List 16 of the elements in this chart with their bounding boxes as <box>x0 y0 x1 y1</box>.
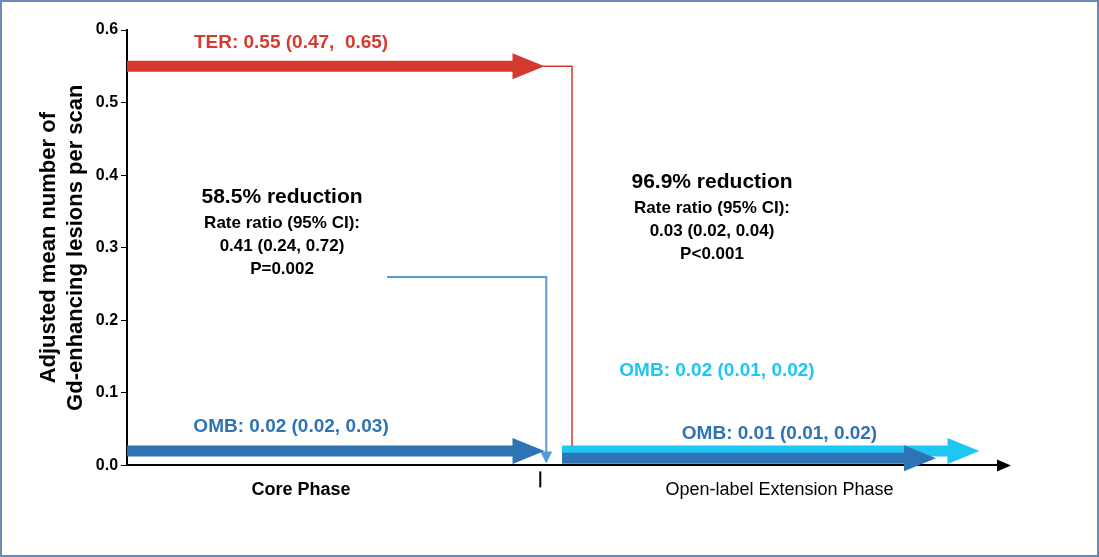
annotation: 58.5% reduction Rate ratio (95% CI): 0.41 (0.24, 0.72) P=0.002 <box>201 183 363 278</box>
y-tick-label: 0.3 <box>95 238 119 256</box>
annotation: 96.9% reduction Rate ratio (95% CI): 0.03 (0.02, 0.04) P<0.001 <box>631 169 793 264</box>
annotation: OMB: 0.01 (0.01, 0.02) <box>681 422 878 444</box>
y-tick-label: 0.1 <box>95 383 119 401</box>
y-axis-title: Adjusted mean number of Gd-enhancing lesions per scan <box>35 84 87 411</box>
x-tick-label: Core Phase <box>251 479 351 500</box>
annotation: OMB: 0.02 (0.01, 0.02) <box>619 359 815 381</box>
y-tick-label: 0.0 <box>95 455 119 473</box>
x-tick-label: Open-label Extension Phase <box>665 479 894 500</box>
y-tick-label: 0.6 <box>95 20 119 38</box>
annotation: OMB: 0.02 (0.02, 0.03) <box>193 415 389 437</box>
y-tick-label: 0.5 <box>95 92 119 110</box>
annotation: TER: 0.55 (0.47, 0.65) <box>193 30 389 52</box>
y-tick-label: 0.4 <box>95 165 119 183</box>
y-tick-label: 0.2 <box>95 310 119 328</box>
